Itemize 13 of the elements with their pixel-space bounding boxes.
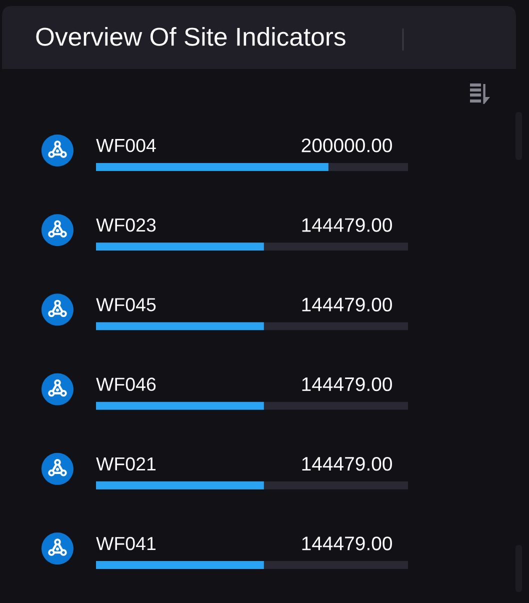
y-tick-label: WF023	[96, 218, 156, 232]
data-label: 144479.00	[302, 536, 392, 550]
y-tick-label: WF045	[96, 298, 156, 312]
data-label: 144479.00	[302, 298, 392, 312]
y-tick-label: WF041	[96, 536, 156, 550]
chart-title: Overview Of Site Indicators	[36, 27, 346, 46]
y-tick-label: WF046	[96, 378, 156, 391]
y-tick-label: WF021	[96, 457, 156, 471]
data-label: 144479.00	[302, 218, 392, 232]
data-label: 200000.00	[302, 138, 392, 152]
data-label: 144479.00	[302, 377, 392, 392]
data-label: 144479.00	[302, 456, 392, 471]
y-tick-label: WF004	[96, 138, 156, 152]
